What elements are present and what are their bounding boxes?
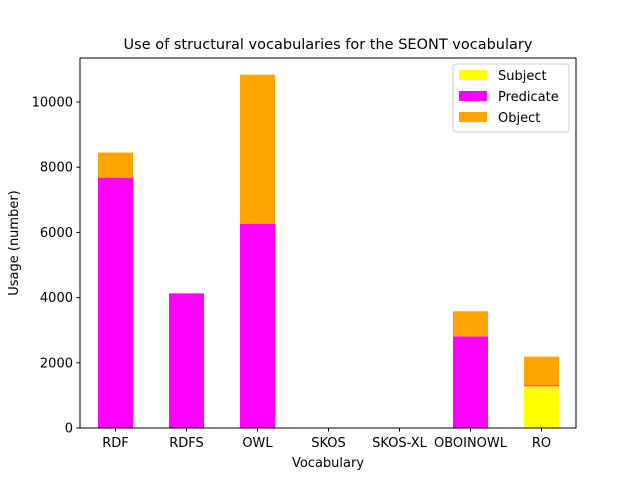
y-tick-label: 8000 <box>40 161 73 176</box>
legend-label-object: Object <box>498 111 540 126</box>
bar-object-ro <box>524 356 559 386</box>
bar-predicate-rdfs <box>169 293 204 428</box>
legend-swatch-subject <box>459 70 487 80</box>
x-tick-label: RO <box>532 436 551 451</box>
x-tick-label: SKOS <box>311 436 346 451</box>
legend-label-subject: Subject <box>498 69 547 84</box>
y-axis: 0 2000 4000 6000 8000 10000 <box>32 96 80 437</box>
bar-predicate-ro <box>524 385 559 387</box>
y-tick-label: 0 <box>65 422 73 437</box>
x-tick-label: OBOINOWL <box>434 436 508 451</box>
bar-predicate-rdf <box>98 177 133 428</box>
chart-title: Use of structural vocabularies for the S… <box>124 37 533 53</box>
bar-subject-ro <box>524 386 559 428</box>
bar-object-oboinowl <box>453 311 488 337</box>
legend: Subject Predicate Object <box>452 63 570 133</box>
y-tick-label: 4000 <box>40 291 73 306</box>
legend-label-predicate: Predicate <box>498 90 559 105</box>
y-tick-label: 10000 <box>32 96 73 111</box>
y-tick-label: 6000 <box>40 226 73 241</box>
x-tick-label: OWL <box>242 436 273 451</box>
bar-predicate-oboinowl <box>453 336 488 428</box>
x-tick-label: RDF <box>102 436 129 451</box>
x-axis-label: Vocabulary <box>292 456 364 471</box>
y-tick-label: 2000 <box>40 356 73 371</box>
bar-object-owl <box>240 74 275 224</box>
y-axis-label: Usage (number) <box>7 190 22 296</box>
x-axis: RDF RDFS OWL SKOS SKOS-XL OBOINOWL RO <box>102 428 551 451</box>
bar-predicate-owl <box>240 223 275 428</box>
x-tick-label: SKOS-XL <box>372 436 427 451</box>
bar-object-rdf <box>98 152 133 178</box>
legend-swatch-predicate <box>459 91 487 101</box>
x-tick-label: RDFS <box>169 436 204 451</box>
bars-layer <box>98 74 559 428</box>
legend-swatch-object <box>459 112 487 122</box>
